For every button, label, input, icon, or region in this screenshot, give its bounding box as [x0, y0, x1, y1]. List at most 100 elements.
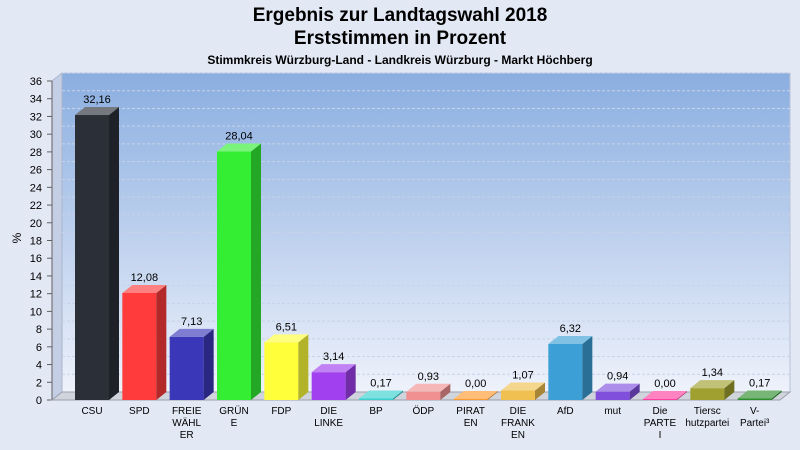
x-tick-label-line: FDP [271, 406, 291, 417]
y-tick-label: 26 [30, 165, 42, 177]
x-tick-label: FDP [271, 406, 291, 417]
x-tick-label-line: CSU [81, 406, 102, 417]
bar-front [548, 343, 583, 400]
x-tick-label: CSU [81, 406, 102, 417]
x-tick-label-line: Partei³ [740, 418, 770, 429]
bar-top [169, 328, 214, 337]
x-tick-label: DIE FRANK EN [501, 406, 535, 441]
x-tick-label: SPD [129, 406, 150, 417]
bar-side [251, 143, 261, 401]
bar-top [264, 334, 309, 343]
bar-front [406, 391, 441, 400]
bar-top [122, 284, 167, 293]
bar [311, 364, 356, 400]
bar-value-label: 12,08 [131, 272, 159, 284]
y-tick-label: 0 [36, 395, 42, 407]
bar [264, 334, 309, 400]
x-tick-label-line: WÄHL [172, 417, 201, 429]
y-tick-label: 24 [30, 182, 42, 194]
y-tick-label: 12 [30, 289, 42, 301]
bar-value-label: 0,93 [418, 371, 439, 383]
y-tick-label: 16 [30, 253, 42, 265]
bar-side [393, 390, 403, 400]
bar [501, 382, 545, 400]
bar [75, 107, 119, 400]
x-tick-label-line: PARTE [644, 418, 677, 429]
y-tick-label: 4 [36, 360, 42, 372]
bar-front [75, 115, 109, 400]
bar-top [501, 382, 545, 391]
bar [453, 391, 498, 400]
bar-value-label: 7,13 [181, 316, 202, 328]
x-tick-label-line: DIE [320, 406, 337, 417]
y-tick-label: 34 [30, 94, 42, 106]
bar-side [345, 364, 356, 400]
bar-side [724, 380, 735, 400]
bar-front [501, 390, 535, 400]
chart-title-line-1: Ergebnis zur Landtagswahl 2018 [252, 5, 548, 26]
y-tick-label: 10 [30, 306, 42, 318]
bar-top [737, 390, 782, 399]
bar-top [690, 380, 735, 389]
y-tick-label: 32 [30, 111, 42, 123]
x-tick-label: FREIE WÄHL ER [172, 406, 202, 441]
chart-subtitle: Stimmkreis Würzburg-Land - Landkreis Wür… [207, 53, 593, 67]
x-tick-label-line: BP [369, 406, 383, 417]
bar-side [677, 391, 687, 400]
bar-top [595, 383, 640, 392]
x-tick-label-line: EN [464, 418, 478, 429]
x-tick-label: V-Partei³ [740, 406, 770, 429]
bar-top [75, 107, 119, 116]
x-tick-label-line: ÖDP [412, 405, 434, 417]
x-tick-label-line: GRÜN [219, 405, 248, 417]
x-tick-label-line: Tiersc [694, 406, 721, 417]
x-tick-label-line: mut [604, 406, 621, 417]
y-tick-label: 36 [30, 76, 42, 88]
bar-value-label: 28,04 [225, 131, 253, 143]
x-tick-label-line: FREIE [172, 406, 202, 417]
plot-side-wall [51, 71, 63, 402]
y-tick-label: 6 [36, 342, 42, 354]
x-tick-label-line: AfD [557, 406, 574, 417]
y-tick-label: 30 [30, 129, 42, 141]
y-tick-label: 18 [30, 236, 42, 248]
x-tick-label: PIRAT EN [456, 406, 485, 429]
bar-top [359, 390, 403, 399]
y-axis-label: % [10, 232, 24, 243]
x-tick-label-line: ER [180, 430, 194, 441]
x-tick-label: mut [604, 406, 621, 417]
x-tick-label-line: SPD [129, 406, 150, 417]
bar-side [535, 382, 545, 400]
bar-top [311, 364, 356, 373]
bar-top [406, 383, 451, 392]
bar-front [643, 399, 677, 400]
bar-value-label: 1,07 [512, 370, 533, 382]
bar-front [217, 151, 251, 400]
bar [217, 143, 261, 401]
bar-front [122, 292, 157, 400]
bar-top [643, 391, 687, 399]
x-tick-label: AfD [557, 406, 574, 417]
bar-top [548, 335, 593, 344]
bar [690, 380, 735, 400]
bar-side [487, 391, 498, 400]
bar-value-label: 32,16 [83, 94, 111, 106]
bar-side [629, 383, 640, 400]
x-tick-label-line: Die [652, 406, 667, 417]
bar [406, 383, 451, 400]
bar-side [203, 328, 214, 400]
bar-value-label: 0,17 [749, 377, 770, 389]
bar-front [595, 391, 630, 400]
x-tick-label-line: FRANK [501, 418, 535, 429]
bar-value-label: 0,94 [607, 371, 628, 383]
x-tick-label: DIE LINKE [314, 406, 343, 429]
x-tick-label-line: V- [750, 406, 759, 417]
bar-value-label: 0,17 [370, 377, 391, 389]
bar-side [771, 390, 782, 400]
bar-top [453, 391, 498, 399]
y-tick-label: 8 [36, 324, 42, 336]
y-tick-label: 28 [30, 147, 42, 159]
x-tick-label: GRÜN E [219, 405, 248, 429]
bar-side [109, 107, 119, 400]
bar-front [264, 342, 299, 400]
